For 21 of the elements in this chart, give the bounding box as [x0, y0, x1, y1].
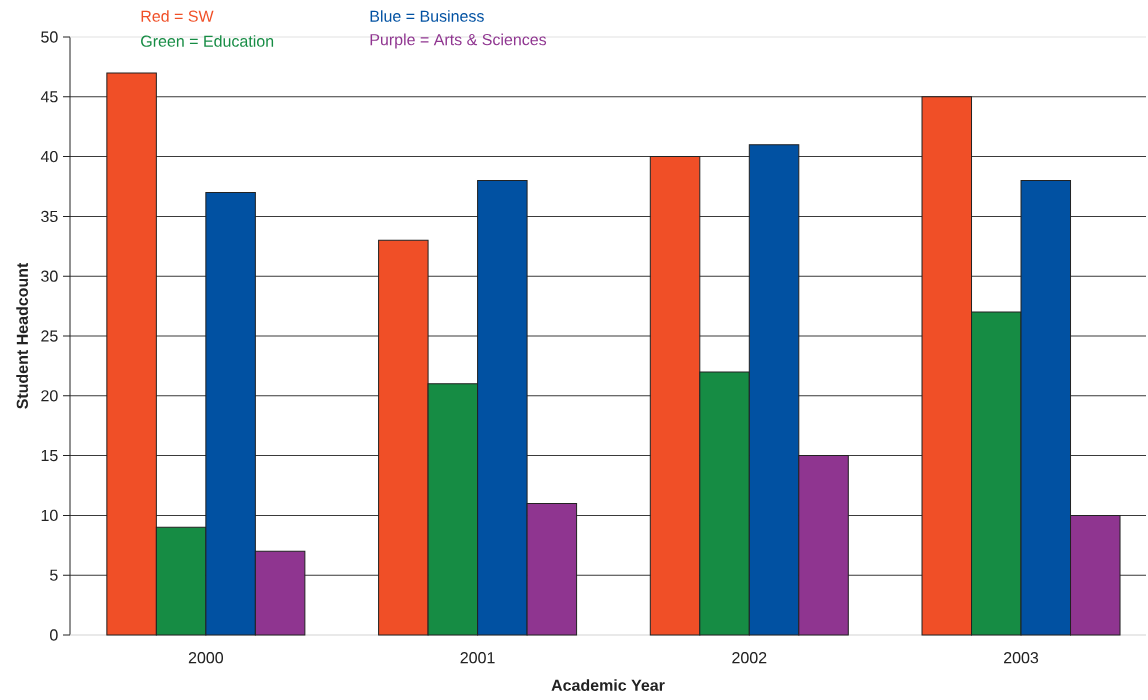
x-axis-title: Academic Year [551, 679, 665, 691]
y-tick-label: 0 [50, 629, 58, 641]
y-tick-label: 10 [41, 509, 58, 522]
x-tick-label: 2000 [188, 652, 224, 664]
y-tick-label: 5 [50, 569, 58, 581]
x-tick-label: 2003 [1004, 652, 1039, 664]
y-tick-label: 45 [40, 91, 58, 103]
text: Red = SW [141, 10, 214, 22]
y-tick-label: 30 [41, 270, 58, 282]
y-axis-title: Student Headcount [16, 262, 28, 409]
y-tick-label: 25 [41, 330, 58, 342]
text: Purple = Arts & Sciences [370, 33, 547, 49]
text: Green = Education [141, 35, 274, 47]
y-tick-label: 50 [41, 31, 58, 43]
y-tick-label: 15 [41, 450, 58, 462]
y-tick-label: 20 [41, 390, 58, 402]
x-tick-label: 2001 [460, 652, 495, 664]
y-tick-label: 40 [40, 150, 58, 163]
y-tick-label: 35 [41, 210, 58, 223]
x-tick-label: 2002 [732, 652, 767, 664]
text: Blue = Business [370, 10, 484, 22]
